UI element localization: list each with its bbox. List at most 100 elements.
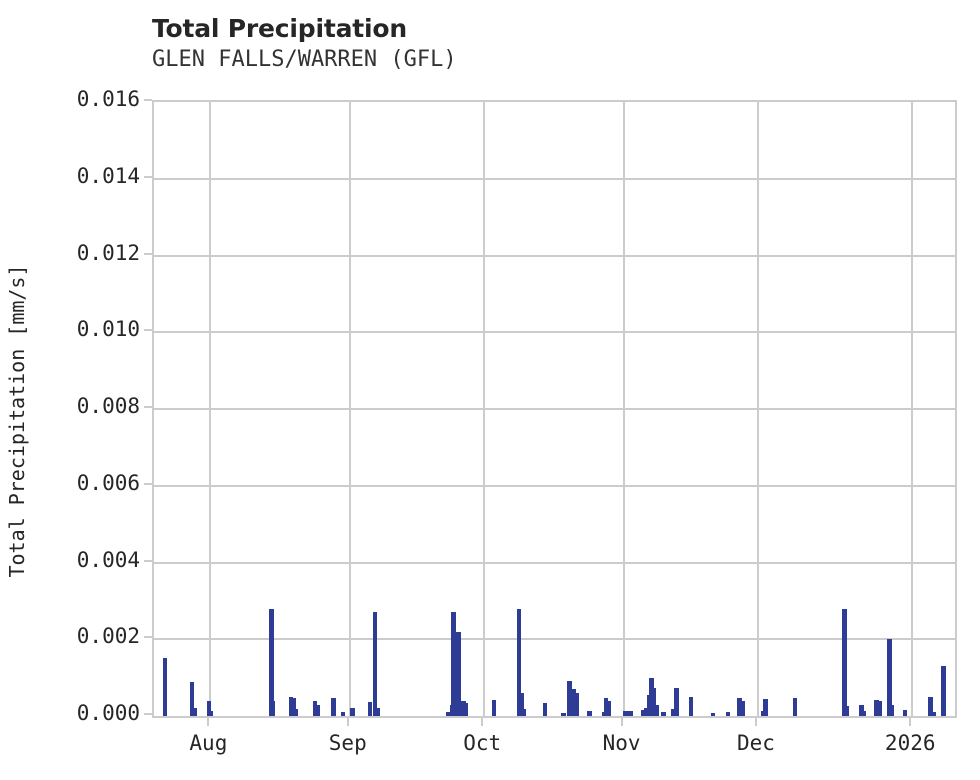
bar [291, 698, 296, 716]
bar [463, 702, 469, 716]
x-tick-label: Dec [736, 731, 775, 755]
y-tick-mark [144, 329, 152, 332]
bar [861, 711, 867, 716]
bar [649, 677, 654, 716]
gridline-vertical [622, 102, 625, 716]
bar [737, 697, 742, 716]
y-tick-mark [144, 482, 152, 485]
page-title: Total Precipitation [152, 14, 407, 43]
bar [367, 702, 373, 716]
bar [651, 688, 657, 716]
y-tick-label: 0.016 [76, 87, 140, 111]
y-tick-label: 0.004 [76, 547, 140, 572]
bar [206, 700, 211, 716]
x-tick-mark [909, 718, 912, 726]
bar [451, 612, 456, 716]
bar [604, 697, 609, 716]
bar [641, 709, 646, 716]
bar [931, 712, 936, 716]
bar [350, 707, 355, 716]
y-tick-label: 0.012 [76, 240, 140, 265]
bar [587, 711, 592, 716]
y-tick-label: 0.006 [76, 470, 140, 495]
bar [269, 608, 274, 716]
bar [192, 707, 197, 716]
gridline-vertical [911, 102, 914, 716]
x-tick-mark [346, 718, 349, 726]
bar [760, 711, 766, 716]
x-tick-mark [754, 718, 757, 726]
bar [877, 701, 882, 716]
x-tick-mark [481, 718, 484, 726]
bar [792, 698, 797, 716]
bar [887, 639, 892, 716]
bar [689, 696, 694, 716]
y-tick-mark [144, 175, 152, 178]
y-tick-mark [144, 406, 152, 408]
bar [674, 688, 679, 716]
bar [623, 711, 628, 716]
y-tick-label: 0.010 [76, 317, 140, 342]
bar [646, 694, 652, 716]
bar [289, 696, 294, 716]
bar [844, 706, 850, 716]
chart-subtitle: GLEN FALLS/WARREN (GFL) [152, 47, 457, 72]
bar [456, 631, 461, 716]
x-tick-label: Aug [189, 731, 228, 755]
y-tick-label: 0.002 [76, 624, 140, 649]
gridline-horizontal [154, 254, 955, 257]
gridline-horizontal [154, 331, 955, 334]
bar [312, 701, 318, 716]
bar [601, 712, 606, 716]
bar [491, 699, 496, 716]
bar [315, 704, 320, 716]
gridline-horizontal [154, 638, 955, 641]
bar [606, 700, 611, 716]
bar [763, 699, 768, 716]
bar [928, 696, 933, 716]
bar [574, 692, 579, 716]
y-tick-label: 0.000 [76, 701, 140, 725]
bar [542, 702, 548, 716]
bar [208, 711, 213, 716]
gridline-horizontal [154, 408, 955, 410]
bar [446, 712, 451, 716]
x-tick-label: Nov [602, 731, 641, 755]
bar [644, 707, 649, 716]
bar [331, 697, 336, 716]
gridline-vertical [209, 102, 212, 716]
bar [859, 704, 864, 716]
gridline-vertical [756, 102, 759, 716]
gridline-horizontal [154, 484, 955, 487]
bar [270, 700, 276, 716]
gridline-horizontal [154, 177, 955, 180]
bar [874, 699, 879, 716]
bar [903, 709, 908, 716]
bar [661, 712, 666, 716]
bar [671, 709, 676, 716]
bar [740, 701, 745, 716]
y-tick-label: 0.014 [76, 163, 140, 188]
bar [710, 712, 716, 716]
bar [889, 704, 894, 716]
bar [519, 692, 524, 716]
bar [654, 704, 659, 716]
x-tick-label: Sep [328, 731, 367, 755]
bar [375, 708, 380, 716]
gridline-horizontal [154, 561, 955, 564]
y-tick-mark [144, 252, 152, 255]
bar [162, 658, 168, 716]
y-axis-ticks: 0.000 0.002 0.004 0.006 0.008 0.010 0.012 0.014… [0, 0, 140, 780]
bar [725, 712, 731, 716]
bar [521, 709, 527, 716]
bar [372, 612, 378, 716]
bar [189, 682, 194, 716]
x-tick-mark [620, 718, 623, 726]
y-tick-mark [144, 713, 152, 715]
y-tick-mark [144, 559, 152, 562]
x-tick-mark [207, 718, 210, 726]
plot-area [152, 100, 957, 718]
bar [628, 710, 633, 716]
bar [561, 712, 566, 716]
